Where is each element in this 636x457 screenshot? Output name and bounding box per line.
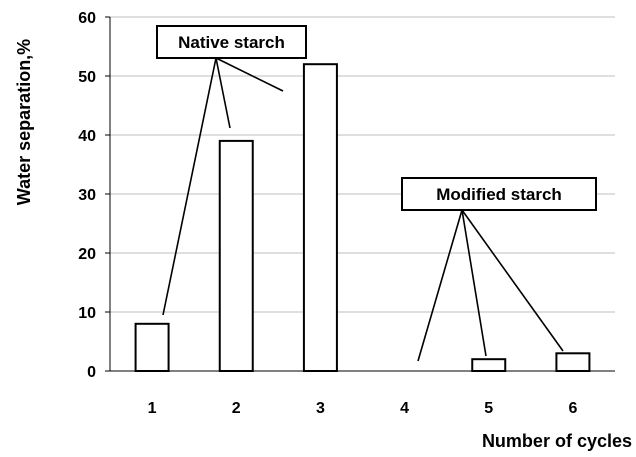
x-tick-label: 2: [232, 400, 241, 417]
annotation-leader-line: [162, 57, 217, 316]
y-tick-label: 20: [78, 246, 96, 263]
x-tick-label: 1: [148, 400, 157, 417]
x-tick-label: 5: [484, 400, 493, 417]
annotations: Native starch Modified starch: [156, 25, 597, 362]
annotation-leader-line: [215, 57, 284, 92]
y-axis-title: Water separation,%: [14, 39, 34, 205]
annotation-leader-line: [417, 209, 463, 362]
y-tick-label: 40: [78, 128, 96, 145]
gridlines: [110, 16, 615, 313]
x-tick-label: 3: [316, 400, 325, 417]
bar-6: [555, 352, 591, 372]
annotation-leader-line: [215, 57, 231, 129]
annotation-box: [401, 177, 597, 211]
x-tick-label: 4: [400, 400, 409, 417]
x-tick-label: 6: [568, 400, 577, 417]
annotation-leader-line: [461, 209, 487, 357]
x-axis-title: Number of cycles: [482, 431, 632, 451]
y-tick-label: 30: [78, 187, 96, 204]
bars: [134, 63, 591, 373]
y-tick-label: 10: [78, 305, 96, 322]
annotation-label: Modified starch: [436, 185, 562, 204]
bar-5: [471, 358, 507, 373]
annotation-leader-line: [461, 209, 564, 352]
y-tick-label: 60: [78, 10, 96, 27]
annotation-label: Native starch: [178, 33, 285, 52]
annotation-box: [156, 25, 307, 59]
bar-1: [134, 322, 170, 372]
axes: [105, 16, 615, 372]
x-tick-labels: 1 2 3 4 5 6: [148, 400, 578, 417]
y-tick-labels: 0 10 20 30 40 50 60: [78, 10, 96, 381]
bar-3: [302, 63, 338, 372]
y-tick-label: 50: [78, 69, 96, 86]
bar-2: [218, 139, 254, 372]
y-tick-label: 0: [87, 364, 96, 381]
